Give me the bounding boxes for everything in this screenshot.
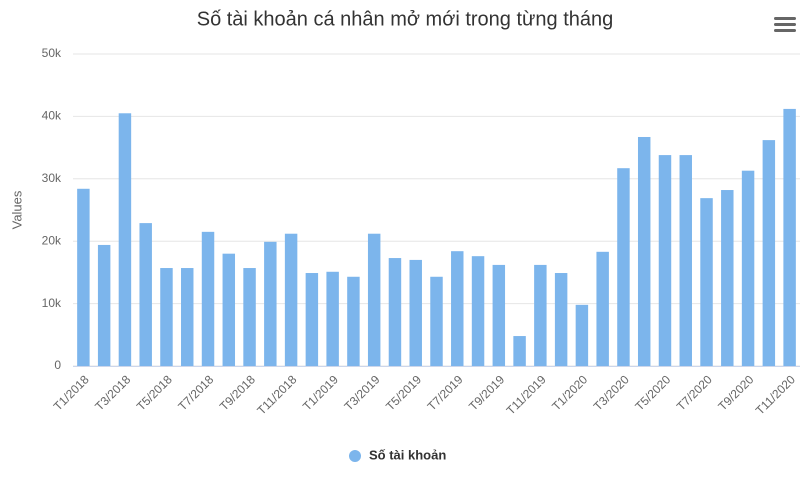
bar bbox=[451, 251, 464, 366]
x-tick-label: T5/2020 bbox=[632, 372, 673, 413]
y-tick-label: 40k bbox=[42, 109, 62, 123]
bar bbox=[554, 273, 568, 366]
bar bbox=[409, 259, 422, 366]
bar bbox=[181, 268, 194, 366]
bar bbox=[284, 233, 298, 366]
bar bbox=[305, 273, 319, 366]
x-tick-label: T5/2018 bbox=[134, 372, 175, 413]
bar bbox=[617, 168, 630, 366]
bar bbox=[575, 304, 589, 366]
chart-title: Số tài khoản cá nhân mở mới trong từng t… bbox=[197, 8, 614, 30]
x-tick-label: T11/2018 bbox=[254, 372, 299, 417]
x-tick-label: T1/2019 bbox=[300, 372, 341, 413]
bar bbox=[139, 223, 152, 366]
bar bbox=[118, 113, 132, 366]
bar bbox=[367, 233, 381, 366]
y-tick-label: 20k bbox=[42, 233, 62, 247]
bar bbox=[326, 271, 339, 366]
x-tick-label: T7/2018 bbox=[175, 372, 216, 413]
bar bbox=[160, 268, 173, 366]
y-tick-label: 10k bbox=[42, 296, 62, 310]
menu-bar bbox=[774, 17, 796, 20]
x-tick-label: T1/2018 bbox=[51, 372, 92, 413]
x-tick-label: T9/2020 bbox=[715, 372, 756, 413]
bar bbox=[492, 264, 506, 366]
x-tick-label: T7/2020 bbox=[674, 372, 715, 413]
bar bbox=[471, 256, 485, 366]
legend-label: Số tài khoản bbox=[369, 447, 446, 462]
y-tick-label: 50k bbox=[42, 46, 62, 60]
bar bbox=[222, 253, 236, 366]
y-axis-title: Values bbox=[9, 190, 24, 229]
bar bbox=[534, 264, 547, 366]
bar bbox=[513, 336, 526, 366]
bar bbox=[762, 140, 776, 366]
x-tick-label: T1/2020 bbox=[549, 372, 590, 413]
bar bbox=[264, 241, 277, 366]
bar bbox=[388, 258, 402, 366]
x-tick-label: T9/2018 bbox=[217, 372, 258, 413]
menu-bar bbox=[774, 29, 796, 32]
bar bbox=[430, 276, 443, 366]
bar bbox=[783, 108, 796, 367]
menu-bar bbox=[774, 23, 796, 26]
menu-button[interactable] bbox=[774, 17, 796, 32]
x-tick-label: T3/2018 bbox=[92, 372, 133, 413]
x-tick-label: T3/2020 bbox=[591, 372, 632, 413]
x-tick-label: T5/2019 bbox=[383, 372, 424, 413]
x-tick-label: T11/2019 bbox=[504, 372, 549, 417]
x-tick-label: T3/2019 bbox=[342, 372, 383, 413]
bar bbox=[721, 190, 734, 366]
x-tick-label: T9/2019 bbox=[466, 372, 507, 413]
y-tick-label: 0 bbox=[54, 358, 61, 372]
y-tick-label: 30k bbox=[42, 171, 62, 185]
bar bbox=[679, 155, 692, 366]
bar bbox=[596, 251, 609, 366]
bar bbox=[700, 198, 713, 366]
bar bbox=[201, 231, 215, 366]
bar bbox=[97, 244, 111, 366]
bar bbox=[77, 188, 90, 366]
legend-marker bbox=[349, 450, 361, 462]
bar bbox=[741, 170, 755, 366]
bar bbox=[637, 136, 651, 366]
x-tick-label: T11/2020 bbox=[753, 372, 798, 417]
x-tick-label: T7/2019 bbox=[425, 372, 466, 413]
bar bbox=[243, 268, 256, 366]
bar bbox=[658, 155, 672, 366]
bar bbox=[347, 276, 360, 366]
